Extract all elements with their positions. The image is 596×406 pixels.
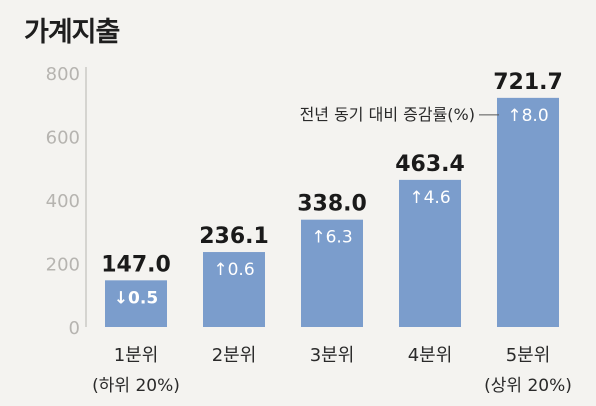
y-axis: 0 200 400 600 800 [46,64,87,339]
bar-2 [203,252,265,327]
chart-title: 가계지출 [24,17,120,48]
y-tick-label-4: 800 [46,64,80,85]
category-label-1: 1분위 [114,345,159,366]
category-label-5: 5분위 [506,345,551,366]
change-label-5: ↑8.0 [507,106,548,126]
change-label-4: ↑4.6 [409,188,450,208]
bar-labels: 147.0 ↓0.5 236.1 ↑0.6 338.0 ↑6.3 463.4 ↑4.6 721.… [101,70,563,308]
change-annotation: 전년 동기 대비 증감률(%) [300,105,475,124]
change-label-1: ↓0.5 [114,288,158,308]
value-label-2: 236.1 [199,224,269,249]
y-tick-label-1: 200 [46,255,80,276]
value-label-1: 147.0 [101,252,171,277]
bar-1 [105,280,167,327]
category-label-3: 3분위 [310,345,355,366]
bar-3 [301,219,363,327]
category-note-1: (하위 20%) [92,376,180,396]
change-label-3: ↑6.3 [311,228,352,248]
bar-5 [497,97,559,327]
value-label-5: 721.7 [493,70,563,95]
change-label-2: ↑0.6 [213,260,254,280]
category-label-2: 2분위 [212,345,257,366]
bar-4 [399,179,461,327]
value-label-4: 463.4 [395,152,465,177]
category-label-4: 4분위 [408,345,453,366]
y-tick-label-3: 600 [46,128,80,149]
y-tick-label-2: 400 [46,191,80,212]
bars [105,97,559,327]
x-axis: 1분위 (하위 20%) 2분위 3분위 4분위 5분위 (상위 20%) [92,345,572,396]
value-label-3: 338.0 [297,192,367,217]
category-note-5: (상위 20%) [484,376,572,396]
annotation: 전년 동기 대비 증감률(%) [300,105,499,124]
y-tick-label-0: 0 [69,318,80,339]
